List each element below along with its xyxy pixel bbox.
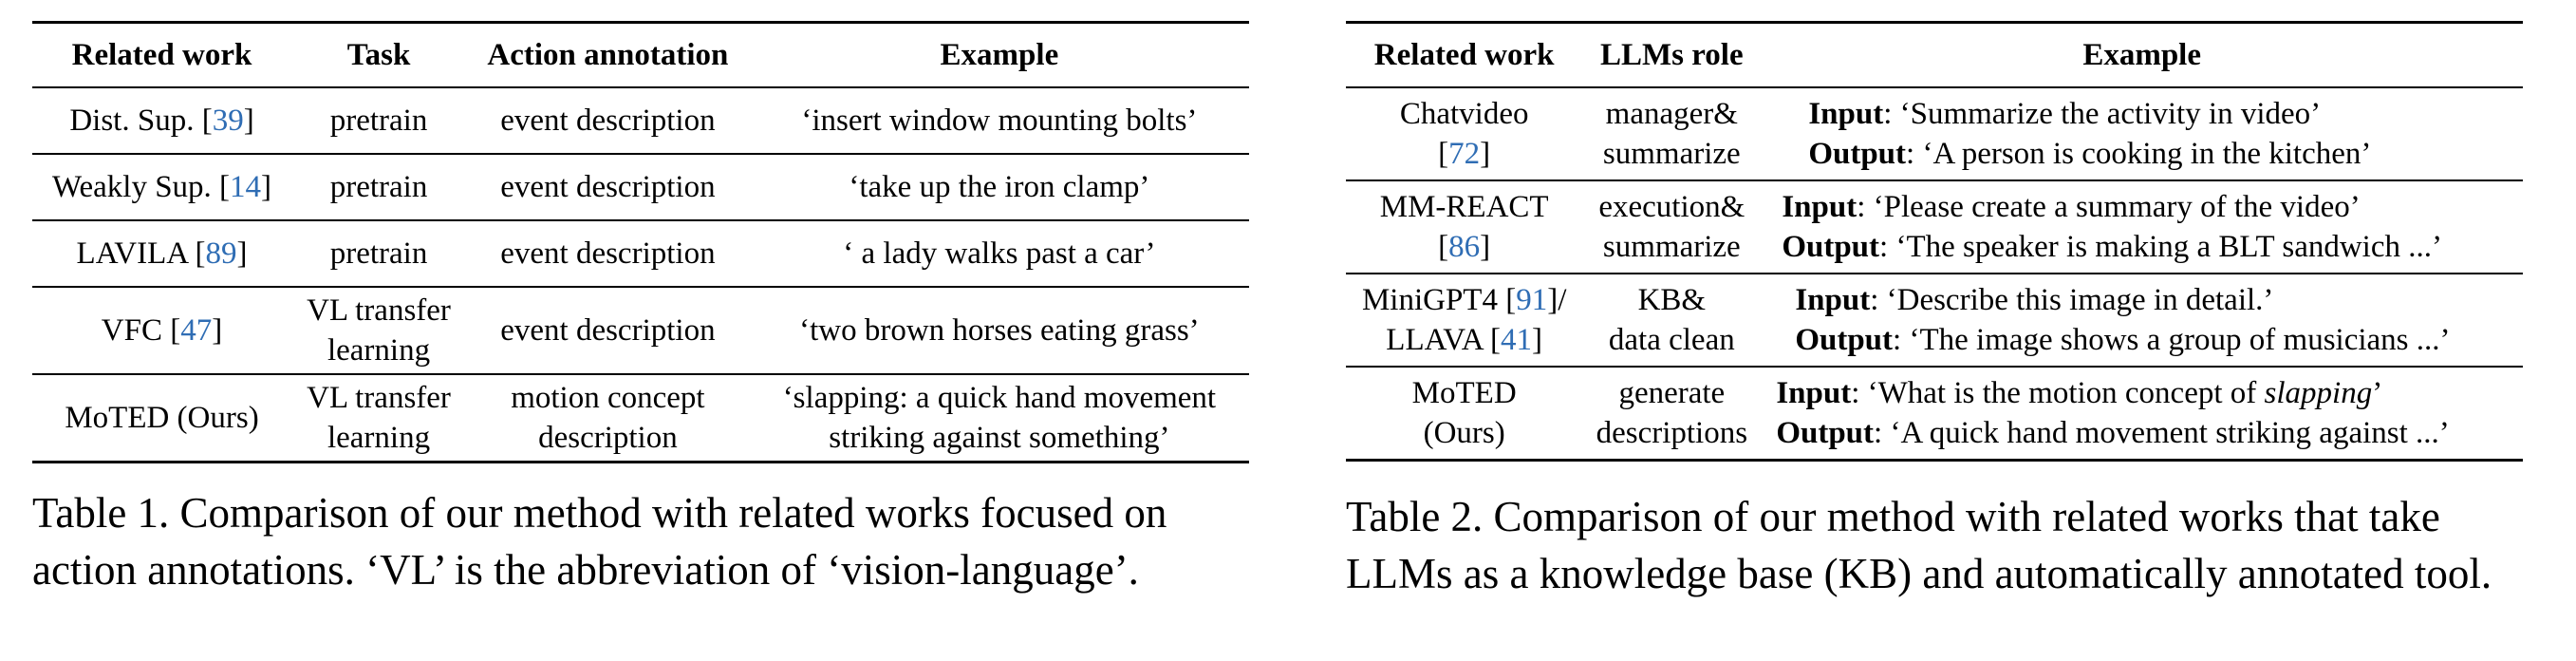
citation-link[interactable]: 72 [1448,137,1481,171]
example-cell: Input: ‘Summarize the activity in video’… [1808,97,2372,171]
example-cell: ‘insert window mounting bolts’ [801,104,1198,138]
llm-role-cell: KB& data clean [1608,283,1735,357]
llm-role-cell: manager& summarize [1602,97,1741,171]
table1-header: Task [346,38,411,72]
example-cell: ‘take up the iron clamp’ [849,170,1150,204]
example-cell: Input: ‘Describe this image in detail.’ … [1795,283,2451,357]
table-row: MoTED (Ours) generate descriptions Input… [1346,367,2523,460]
related-work-cell: MoTED (Ours) [65,400,259,435]
citation-link[interactable]: 91 [1516,283,1548,317]
related-work-cell: Dist. Sup. [39] [69,104,254,138]
related-work-cell: MoTED (Ours) [1411,375,1517,450]
task-cell: VL transfer learning [307,293,451,368]
related-work-cell: Weakly Sup. [14] [51,170,272,204]
table2-header-row: Related work LLMs role Example [1346,22,2523,87]
task-cell: VL transfer learning [307,380,451,455]
task-cell: pretrain [329,104,428,138]
annotation-cell: event description [500,236,716,271]
table-row: MM-REACT [86] execution& summarize Input… [1346,180,2523,274]
task-cell: pretrain [329,170,428,204]
table2: Related work LLMs role Example Chatvideo… [1346,21,2523,462]
citation-link[interactable]: 39 [212,104,244,138]
table-row: MiniGPT4 [91]/ LLAVA [41] KB& data clean… [1346,274,2523,367]
table2-header: Related work [1373,38,1555,72]
llm-role-cell: generate descriptions [1596,375,1748,450]
llm-role-cell: execution& summarize [1598,190,1745,264]
table-row: Dist. Sup. [39] pretrain event descripti… [32,87,1249,154]
table-row: LAVILA [89] pretrain event description ‘… [32,220,1249,287]
example-cell: Input: ‘Please create a summary of the v… [1782,190,2442,264]
citation-link[interactable]: 86 [1448,230,1481,264]
table1-header-row: Related work Task Action annotation Exam… [32,22,1249,87]
related-work-cell: Chatvideo [72] [1399,97,1529,171]
table-row: Weakly Sup. [14] pretrain event descript… [32,154,1249,220]
related-work-cell: VFC [47] [101,313,223,348]
table-row: Chatvideo [72] manager& summarize Input:… [1346,87,2523,180]
related-work-cell: LAVILA [89] [76,236,248,271]
table1-caption: Table 1. Comparison of our method with r… [32,488,1167,594]
example-cell: ‘ a lady walks past a car’ [843,236,1156,271]
annotation-cell: event description [500,313,716,348]
table1-header: Related work [71,38,252,72]
citation-link[interactable]: 14 [230,170,262,204]
table2-header: Example [2082,38,2201,72]
related-work-cell: MM-REACT [86] [1379,190,1549,264]
related-work-cell: MiniGPT4 [91]/ LLAVA [41] [1361,283,1567,357]
table2-panel: Related work LLMs role Example Chatvideo… [1346,21,2523,602]
citation-link[interactable]: 47 [180,313,213,348]
citation-link[interactable]: 41 [1501,323,1533,357]
table1-panel: Related work Task Action annotation Exam… [32,21,1249,598]
annotation-cell: event description [500,170,716,204]
annotation-cell: motion concept description [511,380,705,455]
table-row: VFC [47] VL transfer learning event descr… [32,287,1249,374]
example-cell: ‘two brown horses eating grass’ [799,313,1200,348]
table1-header: Example [940,38,1059,72]
table1: Related work Task Action annotation Exam… [32,21,1249,463]
task-cell: pretrain [329,236,428,271]
table2-caption: Table 2. Comparison of our method with r… [1346,492,2492,597]
example-cell: Input: ‘What is the motion concept of sl… [1776,375,2450,450]
example-cell: ‘slapping: a quick hand movement striking… [782,380,1217,455]
annotation-cell: event description [500,104,716,138]
table1-header: Action annotation [487,38,729,72]
citation-link[interactable]: 89 [205,236,237,271]
table2-header: LLMs role [1600,38,1744,72]
table-row: MoTED (Ours) VL transfer learning motion … [32,374,1249,462]
